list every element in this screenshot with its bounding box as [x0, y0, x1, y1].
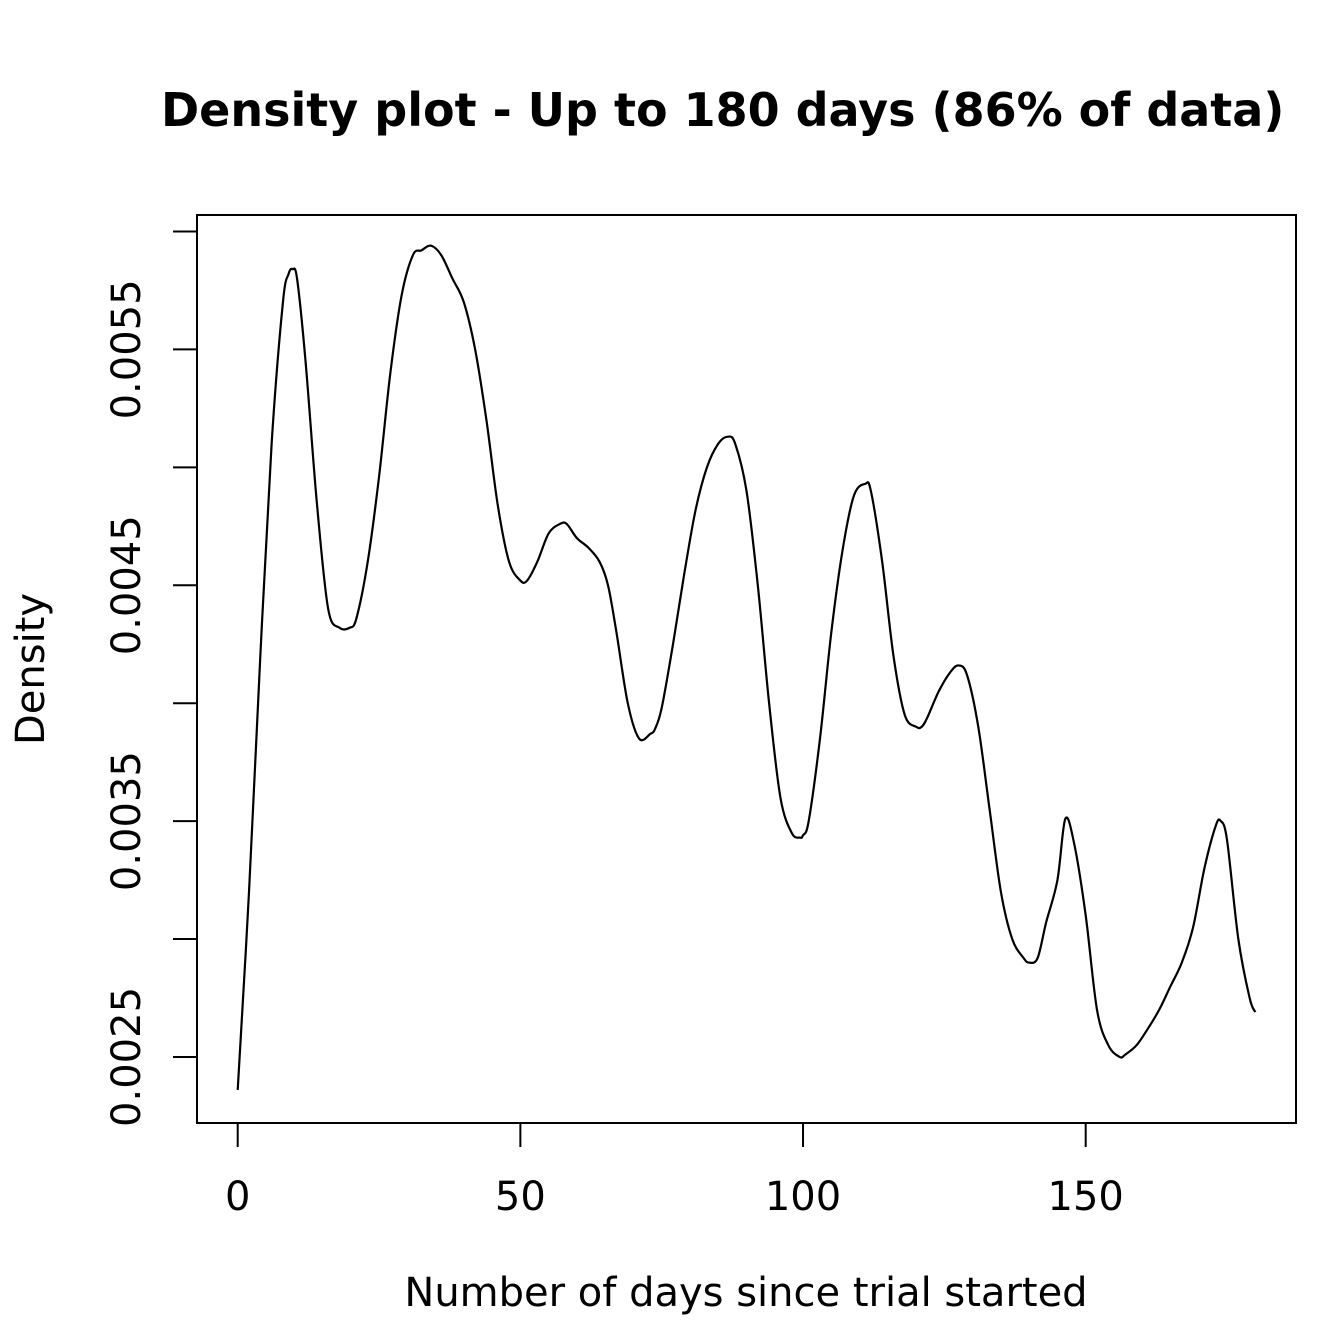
y-tick-label: 0.0045: [104, 515, 150, 655]
x-axis: 0 50 100 150: [225, 1122, 1124, 1220]
y-axis: 0.0025 0.0035 0.0045 0.0055: [104, 230, 198, 1127]
plot-frame: [196, 214, 1297, 1124]
x-tick-label: 0: [225, 1174, 250, 1220]
x-axis-label: Number of days since trial started: [404, 1270, 1087, 1316]
density-curve: [236, 244, 1257, 1091]
x-tick-label: 100: [765, 1174, 841, 1220]
y-tick-label: 0.0055: [104, 279, 150, 419]
x-tick-label: 150: [1048, 1174, 1124, 1220]
y-axis-label: Density: [8, 593, 54, 745]
chart-title: Density plot - Up to 180 days (86% of da…: [161, 83, 1284, 137]
y-tick-label: 0.0035: [104, 751, 150, 891]
x-tick-label: 50: [495, 1174, 546, 1220]
y-tick-label: 0.0025: [104, 987, 150, 1127]
